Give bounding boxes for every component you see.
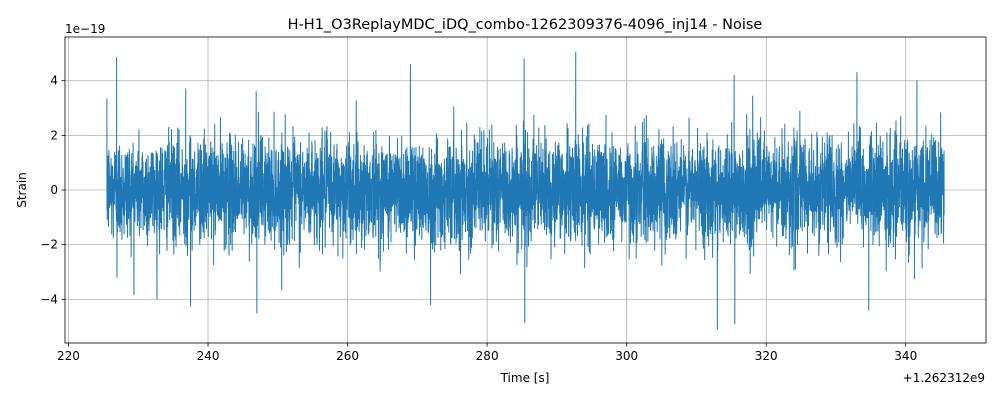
x-tick-label: 260 xyxy=(336,349,359,363)
series-line xyxy=(106,51,945,330)
plot-area xyxy=(64,36,987,344)
noise-series-line xyxy=(106,51,945,330)
x-offset-text: +1.262312e9 xyxy=(903,371,985,385)
x-axis-label: Time [s] xyxy=(500,371,550,385)
x-tick-label: 220 xyxy=(57,349,80,363)
x-tick-label: 320 xyxy=(755,349,778,363)
x-tick-label: 280 xyxy=(476,349,499,363)
y-axis: −4 −2 0 2 4 xyxy=(40,74,65,306)
y-tick-label: −2 xyxy=(40,238,58,252)
y-exponent-text: 1e−19 xyxy=(65,22,105,36)
x-tick-label: 240 xyxy=(197,349,220,363)
x-axis: 220 240 260 280 300 320 340 xyxy=(57,343,917,363)
chart-title: H-H1_O3ReplayMDC_iDQ_combo-1262309376-40… xyxy=(288,17,763,33)
x-tick-label: 300 xyxy=(615,349,638,363)
y-tick-label: 2 xyxy=(50,128,58,142)
y-tick-label: 4 xyxy=(50,74,58,88)
y-tick-label: 0 xyxy=(50,183,58,197)
y-axis-label: Strain xyxy=(15,172,29,208)
y-tick-label: −4 xyxy=(40,292,58,306)
x-tick-label: 340 xyxy=(894,349,917,363)
